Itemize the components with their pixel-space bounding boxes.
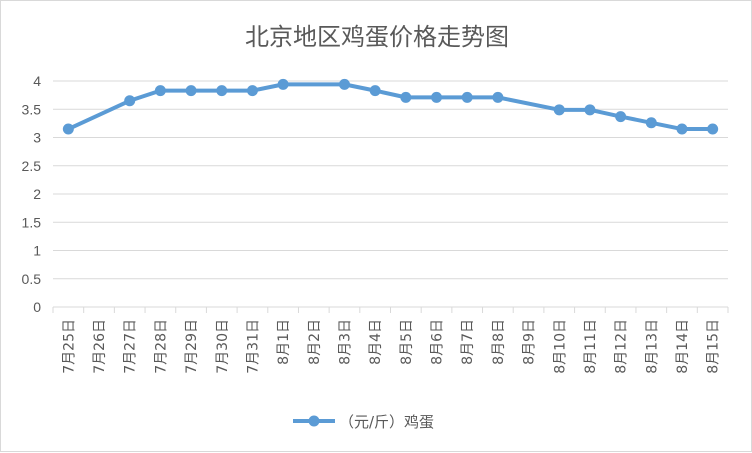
x-tick-label: 8月10日 [552, 319, 568, 374]
data-point [246, 85, 258, 97]
data-point [615, 111, 627, 123]
data-point [584, 104, 596, 116]
data-point [553, 104, 565, 116]
x-tick-label: 7月28日 [153, 319, 169, 374]
series-layer [62, 78, 719, 135]
data-point [154, 85, 166, 97]
x-tick-label: 8月12日 [614, 319, 630, 374]
y-tick-label: 3.5 [22, 101, 42, 117]
x-tick-label: 7月27日 [123, 319, 139, 374]
y-tick-label: 2.5 [22, 158, 42, 174]
x-tick-label: 8月9日 [522, 319, 538, 365]
data-point [707, 123, 719, 135]
x-tick-label: 8月6日 [430, 319, 446, 365]
data-point [461, 91, 473, 103]
x-tick-label: 8月5日 [399, 319, 415, 365]
data-point [338, 78, 350, 90]
x-tick-label: 8月4日 [368, 319, 384, 365]
x-tick-label: 8月1日 [276, 319, 292, 365]
y-tick-label: 0 [33, 299, 41, 315]
x-tick-label: 8月3日 [337, 319, 353, 365]
chart-title: 北京地区鸡蛋价格走势图 [245, 23, 509, 51]
y-tick-label: 3 [33, 130, 41, 146]
x-tick-label: 7月25日 [61, 319, 77, 374]
legend-marker-swatch [308, 415, 320, 427]
x-tick-label: 8月7日 [460, 319, 476, 365]
axes: 0 0.5 1 1.5 2 2.5 3 3.5 4 7月25日 7月26日 7月27日 7月28日 7月2… [22, 73, 729, 374]
data-point [369, 85, 381, 97]
data-point [62, 123, 74, 135]
x-tick-label: 8月14日 [675, 319, 691, 374]
y-tick-label: 0.5 [22, 271, 42, 287]
data-point [645, 117, 657, 129]
x-tick-label: 7月26日 [92, 319, 108, 374]
data-point [185, 85, 197, 97]
x-tick-label: 8月13日 [644, 319, 660, 374]
y-tick-label: 2 [33, 186, 41, 202]
x-tick-label: 8月2日 [307, 319, 323, 365]
y-tick-label: 1 [33, 243, 41, 259]
legend-label: （元/斤）鸡蛋 [339, 413, 434, 431]
data-point [124, 95, 136, 107]
x-tick-label: 7月29日 [184, 319, 200, 374]
x-tick-label: 7月30日 [215, 319, 231, 374]
data-point [431, 91, 443, 103]
x-tick-label: 8月15日 [706, 319, 722, 374]
legend: （元/斤）鸡蛋 [293, 413, 434, 431]
data-point [277, 78, 289, 90]
y-tick-label: 4 [33, 73, 41, 89]
data-point [676, 123, 688, 135]
data-point [400, 91, 412, 103]
gridlines [53, 80, 728, 308]
data-point [216, 85, 228, 97]
x-tick-label: 7月31日 [245, 319, 261, 374]
x-tick-label: 8月11日 [583, 319, 599, 374]
y-tick-label: 1.5 [22, 214, 42, 230]
x-tick-label: 8月8日 [491, 319, 507, 365]
data-point [492, 91, 504, 103]
